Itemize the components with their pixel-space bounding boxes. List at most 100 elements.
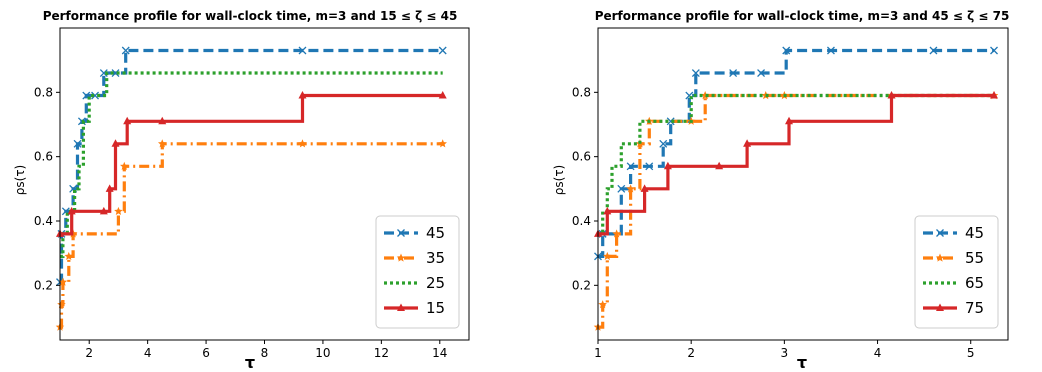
data-point-55 [603,251,612,261]
y-tick-label-right: 0.6 [572,150,591,164]
x-tick-label-right: 5 [967,346,975,360]
y-tick-label-right: 0.4 [572,214,591,228]
legend-label-25: 25 [426,274,445,292]
x-tick-label-left: 4 [144,346,152,360]
legend-marker-45 [397,229,405,237]
data-point-15 [111,139,120,147]
x-tick-label-right: 3 [781,346,789,360]
data-point-75 [663,161,672,170]
chart-right: Performance profile for wall-clock time,… [552,9,1009,372]
y-tick-label-right: 0.8 [572,85,591,99]
legend-marker-75 [936,303,944,311]
plot-frame-right [597,27,1009,341]
data-point-45 [757,69,766,77]
y-axis-label-right: ρs(τ) [552,165,566,195]
legend-label-55: 55 [965,249,984,267]
y-axis-label-left: ρs(τ) [13,165,27,195]
data-point-45 [99,69,108,77]
data-point-55 [626,184,635,193]
data-point-15 [67,206,76,215]
x-tick-label-left: 2 [85,346,93,360]
data-point-75 [743,139,752,147]
data-point-15 [158,116,167,125]
legend-box [914,215,999,329]
x-tick-label-right: 4 [874,346,882,360]
data-point-45 [990,46,998,55]
series-75-right [594,91,999,237]
data-point-55 [700,91,710,100]
data-point-45 [729,69,738,77]
y-tick-label-left: 0.4 [34,214,53,228]
data-point-15 [105,184,114,192]
data-point-75 [640,184,649,192]
data-point-45 [617,184,626,193]
series-45-right [594,46,998,261]
x-tick-label-right: 2 [687,346,695,360]
x-tick-label-left: 12 [374,346,389,360]
legend-marker-45 [936,229,944,237]
series-line-15 [60,93,443,236]
legend-box [375,215,460,329]
y-tick-label-left: 0.2 [34,278,53,292]
data-point-45 [659,139,668,148]
data-point-45 [73,139,82,148]
data-point-55 [598,300,607,309]
x-tick-label-left: 8 [261,346,269,360]
legend-marker-55 [935,253,945,262]
series-15-left [56,91,447,237]
data-point-45 [121,46,130,55]
data-point-75 [715,161,724,170]
data-point-45 [298,46,307,55]
legend-label-45: 45 [426,224,445,242]
data-point-45 [929,46,938,55]
data-point-45 [691,69,700,77]
data-point-45 [438,46,447,55]
data-point-75 [785,116,794,125]
x-tick-label-left: 14 [432,346,447,360]
data-point-15 [298,91,307,99]
data-point-55 [612,229,621,238]
data-point-15 [438,91,447,99]
y-tick-label-right: 0.2 [572,278,591,292]
x-axis-label-left: τ [245,353,255,372]
chart-left: Performance profile for wall-clock time,… [13,9,470,372]
legend-label-15: 15 [426,299,445,317]
data-point-45 [645,162,654,171]
legend-label-75: 75 [965,299,984,317]
legend-label-45: 45 [965,224,984,242]
y-tick-label-left: 0.6 [34,150,53,164]
data-point-45 [91,91,100,100]
x-tick-label-left: 10 [315,346,330,360]
data-point-75 [990,91,999,99]
data-point-45 [626,162,635,171]
data-point-45 [666,117,675,126]
series-line-55 [598,93,994,329]
data-point-35 [157,139,167,148]
series-65-right [598,93,994,236]
series-line-75 [598,93,994,236]
series-line-45 [598,48,994,258]
data-point-35 [64,251,74,261]
x-tick-label-left: 6 [202,346,210,360]
data-point-15 [123,116,132,125]
data-point-45 [826,46,835,55]
x-axis-label-right: τ [797,353,807,372]
legend-marker-35 [396,253,406,262]
legend-marker-15 [397,303,405,311]
legend-right: 45 55 65 75 [914,215,999,329]
data-point-75 [603,206,612,215]
data-point-35 [57,300,66,309]
legend-label-65: 65 [965,274,984,292]
data-point-35 [58,277,68,286]
x-tick-label-right: 1 [594,346,602,360]
chart-title-right: Performance profile for wall-clock time,… [595,9,1010,23]
y-tick-label-left: 0.8 [34,85,53,99]
data-point-35 [438,139,447,148]
series-line-25 [60,71,443,258]
chart-title-left: Performance profile for wall-clock time,… [43,9,458,23]
series-25-left [60,71,443,258]
data-point-45 [782,46,791,55]
data-point-35 [298,139,307,148]
legend-left: 45 35 25 15 [375,215,460,329]
